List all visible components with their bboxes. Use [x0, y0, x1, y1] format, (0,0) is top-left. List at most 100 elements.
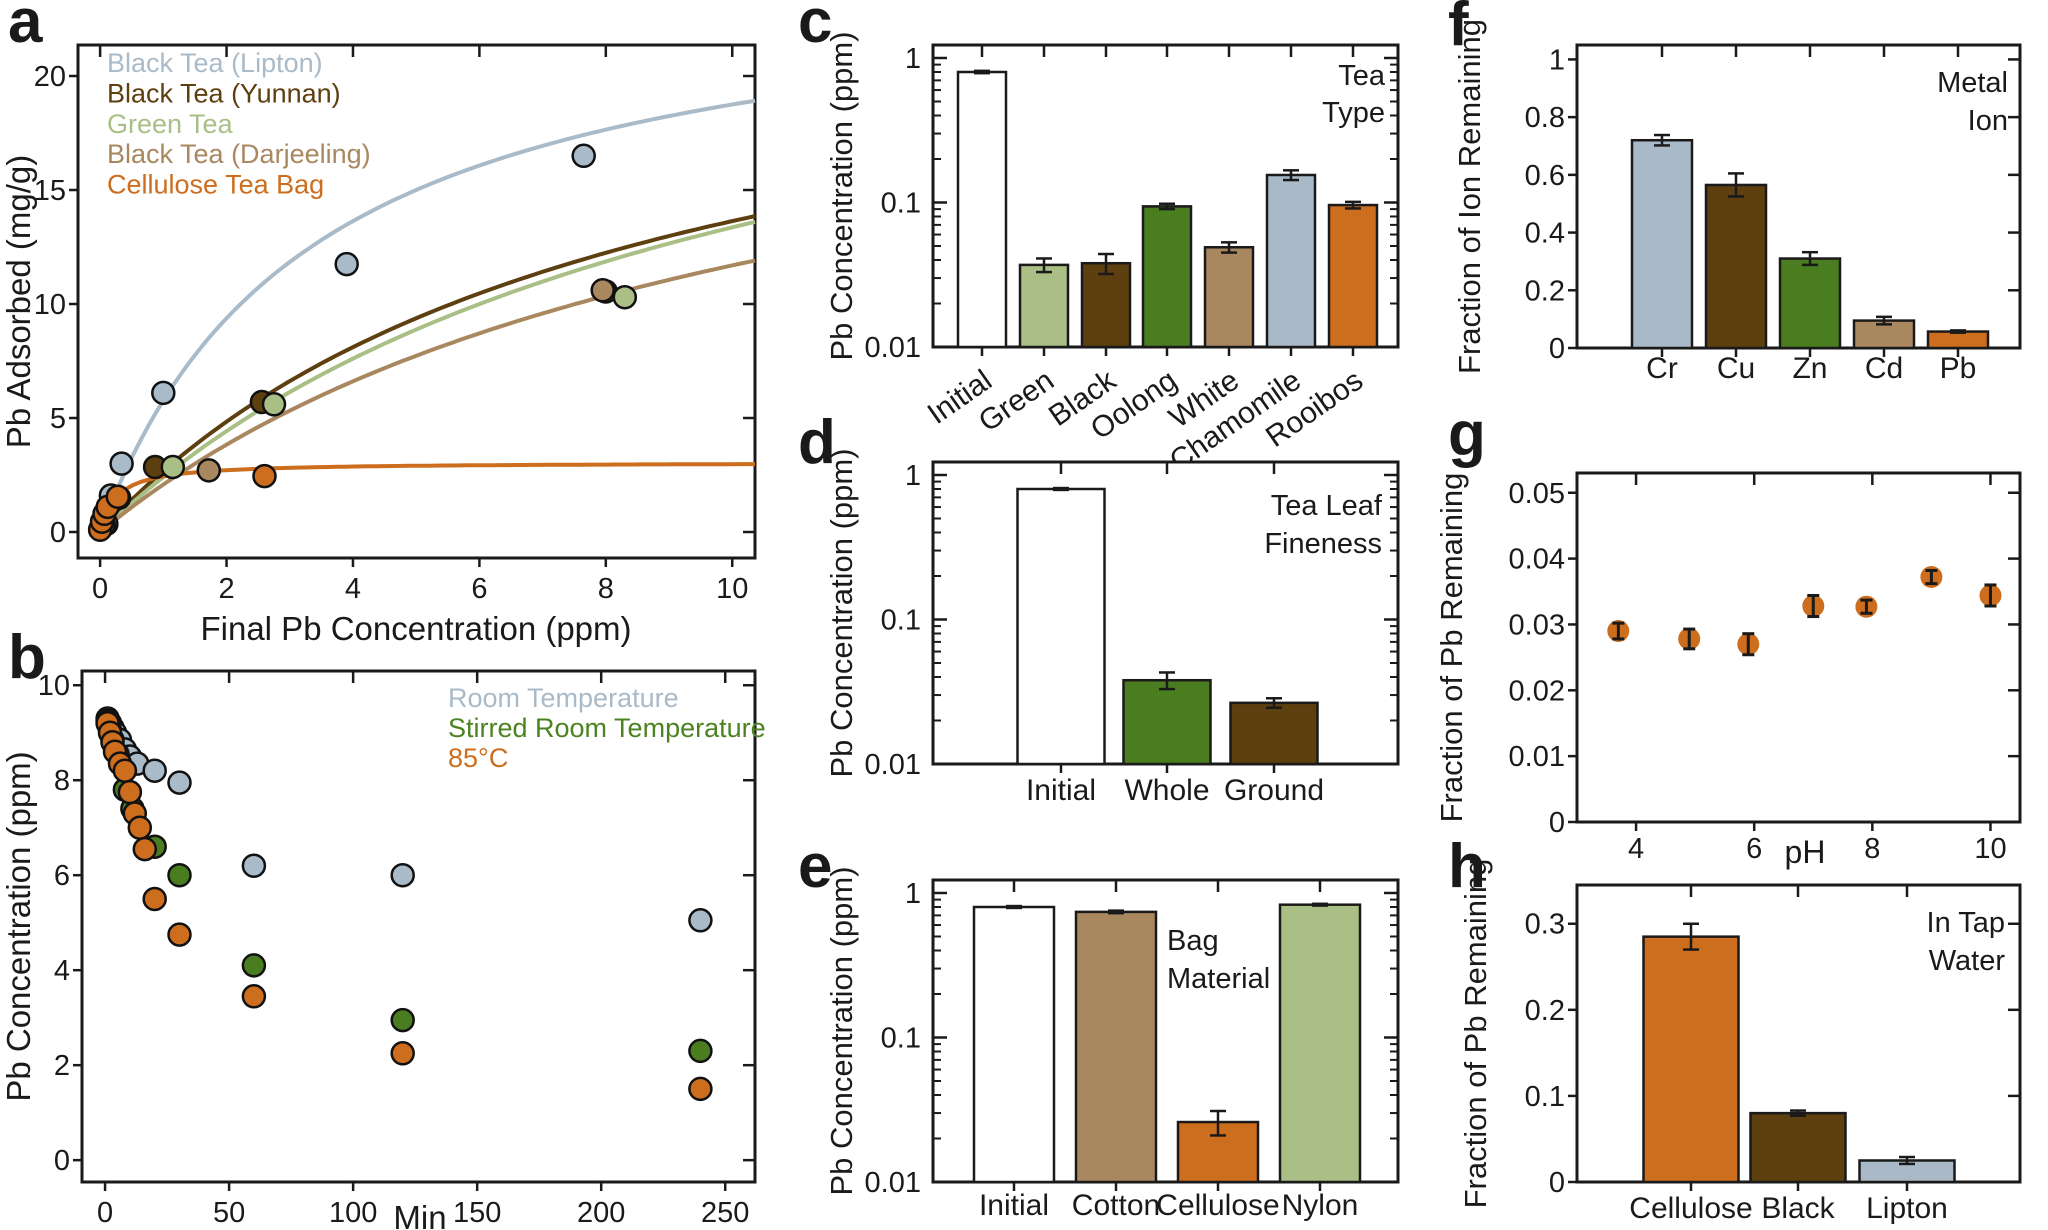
- y-tick-label: 0: [50, 517, 66, 549]
- x-tick-label: 8: [1864, 833, 1880, 865]
- category-label: Black: [1761, 1192, 1835, 1225]
- y-tick-label: 0.01: [865, 1167, 921, 1199]
- category-label: Cellulose: [1156, 1189, 1279, 1222]
- fit-curve: [98, 98, 756, 533]
- bar-oolong: [1141, 205, 1193, 349]
- y-tick-label: 20: [34, 61, 66, 93]
- data-point: [167, 922, 192, 947]
- bar-cr: [1630, 138, 1694, 350]
- panel-h: h 0 0.1 0.2 0.3 Cellulose Black Lipton Fraction …: [1448, 832, 2022, 1225]
- data-point: [160, 454, 186, 480]
- x-tick-label: 2: [218, 573, 234, 605]
- y-tick-label: 1: [1549, 44, 1565, 76]
- y-tick-label: 0.02: [1509, 675, 1565, 707]
- bar-white: [1203, 246, 1255, 349]
- y-axis-label: Pb Concentration (ppm): [824, 448, 859, 777]
- panel-annotation: Type: [1322, 97, 1385, 129]
- data-point: [571, 143, 596, 169]
- panel-f: f 0 0.2 0.4 0.6 0.8 1 Cr Cu Zn Cd Pb Fraction of Ion…: [1448, 0, 2022, 385]
- y-tick-label: 0.01: [865, 332, 921, 364]
- y-tick-label: 10: [34, 289, 66, 321]
- plot-box: [1575, 471, 2022, 824]
- data-point: [167, 770, 192, 795]
- data-point: [688, 1038, 713, 1064]
- category-label: Initial: [979, 1189, 1049, 1222]
- y-axis-label: Pb Concentration (ppm): [824, 31, 859, 360]
- panel-annotation: Water: [1929, 945, 2006, 977]
- panel-c: c0.010.11InitialGreenBlackOolongWhiteCha…: [798, 0, 1400, 478]
- data-point: [688, 908, 713, 933]
- y-tick-label: 0.05: [1509, 478, 1565, 510]
- x-tick-label: 10: [1974, 833, 2006, 865]
- x-tick-label: 150: [453, 1197, 501, 1229]
- y-tick-label: 0.2: [1525, 995, 1565, 1027]
- data-point: [261, 392, 287, 417]
- data-point: [142, 758, 167, 783]
- data-point: [109, 451, 134, 476]
- y-tick-label: 0.01: [1509, 741, 1565, 773]
- fit-curve: [98, 219, 756, 534]
- legend-item: Room Temperature: [448, 683, 679, 713]
- panel-g: g 0 0.01 0.02 0.03 0.04 0.05 4 6 8 10 Fraction of P…: [1434, 400, 2022, 870]
- data-point: [241, 853, 267, 878]
- y-tick-label: 0.1: [1525, 1081, 1565, 1113]
- bar-whole: [1122, 678, 1212, 766]
- panel-annotation: Fineness: [1264, 528, 1382, 560]
- x-tick-label: 200: [577, 1197, 625, 1229]
- data-point: [127, 815, 153, 840]
- x-axis-label: pH: [1785, 834, 1826, 870]
- bar-initial: [972, 905, 1056, 1184]
- fit-curve: [98, 258, 756, 534]
- category-label: Pb: [1940, 352, 1977, 385]
- y-tick-label: 5: [50, 403, 66, 435]
- y-tick-label: 6: [54, 860, 70, 892]
- panel-letter-b: b: [8, 623, 46, 692]
- data-point: [241, 953, 267, 978]
- y-tick-label: 10: [38, 670, 70, 702]
- bar-ground: [1229, 701, 1319, 766]
- y-tick-label: 0.1: [881, 1022, 921, 1054]
- y-tick-label: 0.04: [1509, 544, 1565, 576]
- panel-annotation: Tea: [1338, 60, 1386, 92]
- x-tick-label: 50: [213, 1197, 245, 1229]
- bar-black: [1080, 261, 1132, 349]
- data-point: [390, 1007, 415, 1033]
- y-tick-label: 0.1: [881, 187, 921, 219]
- panel-annotation: Metal: [1937, 67, 2008, 99]
- y-tick-label: 0: [1549, 1167, 1565, 1199]
- bar-initial: [956, 70, 1008, 349]
- panel-annotation: Bag: [1167, 925, 1219, 957]
- panel-annotation: In Tap: [1927, 907, 2005, 939]
- x-tick-label: 100: [329, 1197, 377, 1229]
- data-point: [117, 779, 143, 805]
- legend-item: Cellulose Tea Bag: [107, 170, 324, 200]
- category-label: Whole: [1124, 774, 1209, 807]
- data-point: [132, 836, 158, 862]
- x-tick-label: 4: [345, 573, 361, 605]
- panel-letter-h: h: [1448, 832, 1486, 901]
- y-axis-label: Fraction of Pb Remaining: [1434, 473, 1469, 823]
- data-point: [334, 251, 359, 277]
- bar-green: [1018, 263, 1070, 349]
- legend-item: 85°C: [448, 743, 508, 773]
- plot-box: [80, 669, 757, 1184]
- data-point: [590, 278, 615, 303]
- x-tick-label: 250: [701, 1197, 749, 1229]
- y-axis-label: Pb Concentration (ppm): [0, 751, 37, 1101]
- bar-cellulose: [1642, 935, 1740, 1184]
- bar-chamomile: [1265, 173, 1317, 349]
- legend-item: Black Tea (Lipton): [107, 48, 323, 78]
- panel-annotation: Material: [1167, 963, 1270, 995]
- x-tick-label: 6: [1746, 833, 1762, 865]
- bar-initial: [1016, 487, 1106, 766]
- data-point: [252, 463, 277, 489]
- bar-zn: [1778, 257, 1842, 350]
- y-tick-label: 0.4: [1525, 218, 1565, 250]
- x-tick-label: 0: [92, 573, 108, 605]
- y-tick-label: 0: [54, 1145, 70, 1177]
- panel-letter-e: e: [798, 832, 832, 901]
- category-label: Cr: [1646, 352, 1678, 385]
